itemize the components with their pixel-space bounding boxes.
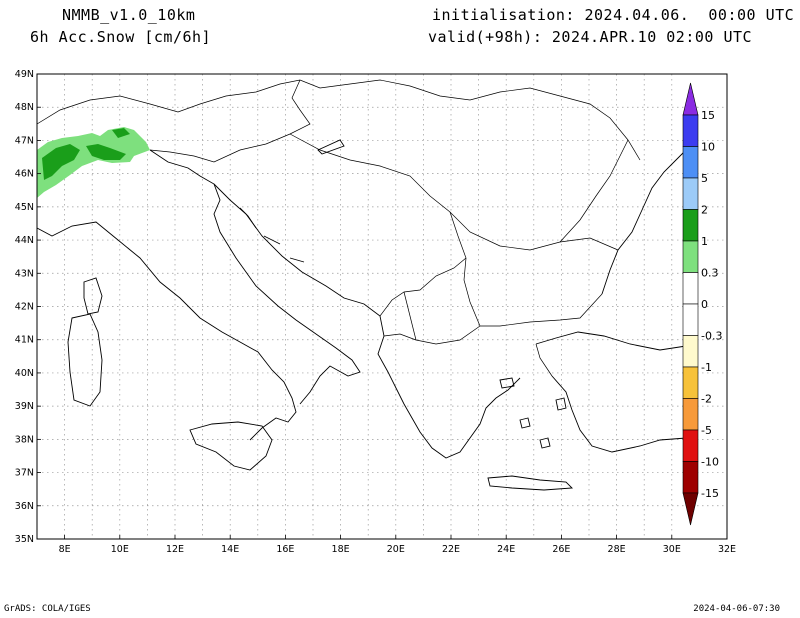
lon-tick-label: 14E (221, 544, 239, 555)
lon-tick-label: 20E (387, 544, 405, 555)
field-title: 6h Acc.Snow [cm/6h] (30, 28, 212, 46)
longitude-axis: 8E 10E 12E 14E 16E 18E 20E 22E 24E 26E 28E 30E 32E (59, 535, 736, 555)
lat-tick-label: 44N (15, 235, 34, 246)
lat-tick-label: 42N (15, 302, 34, 313)
colorbar-segment (682, 240, 699, 273)
latitude-axis: 49N 48N 47N 46N 45N 44N 43N 42N 41N 40N 39N 38N 37N 3… (15, 69, 41, 545)
coastlines-and-borders (36, 139, 691, 491)
colorbar-label: 10 (701, 141, 715, 154)
lon-tick-label: 26E (552, 544, 570, 555)
colorbar-segment (682, 429, 699, 462)
colorbar-label: 15 (701, 109, 715, 122)
lon-tick-label: 18E (332, 544, 350, 555)
colorbar-segment (682, 146, 699, 179)
colorbar-label: 5 (701, 172, 708, 185)
colorbar-segment (682, 272, 699, 305)
colorbar-label: -15 (701, 487, 719, 500)
lat-tick-label: 36N (15, 501, 34, 512)
lon-tick-label: 8E (59, 544, 71, 555)
lat-tick-label: 40N (15, 368, 34, 379)
snow-accumulation-area (37, 127, 150, 198)
map-gridlines (37, 74, 727, 539)
colorbar-segment (682, 303, 699, 336)
footer-timestamp: 2024-04-06-07:30 (693, 604, 780, 614)
colorbar-label: 2 (701, 204, 708, 217)
country-borders (36, 79, 641, 377)
lon-tick-label: 22E (442, 544, 460, 555)
colorbar-label: 1 (701, 235, 708, 248)
colorbar-label: -5 (701, 424, 712, 437)
footer-credit: GrADS: COLA/IGES (4, 604, 91, 614)
lon-tick-label: 24E (497, 544, 515, 555)
lat-tick-label: 38N (15, 434, 34, 445)
colorbar-label: 0.3 (701, 267, 719, 280)
colorbar-segment (682, 209, 699, 242)
lat-tick-label: 46N (15, 169, 34, 180)
colorbar-segment (682, 335, 699, 368)
lat-tick-label: 45N (15, 202, 34, 213)
lat-tick-label: 43N (15, 268, 34, 279)
lat-tick-label: 35N (15, 534, 34, 545)
init-time: initialisation: 2024.04.06. 00:00 UTC (432, 6, 795, 24)
lon-tick-label: 32E (718, 544, 736, 555)
colorbar-label: 0 (701, 298, 708, 311)
colorbar-segment (682, 461, 699, 494)
colorbar-segment (682, 366, 699, 399)
lat-tick-label: 41N (15, 335, 34, 346)
colorbar-segment (682, 114, 699, 147)
lat-tick-label: 49N (15, 69, 34, 80)
lon-tick-label: 10E (111, 544, 129, 555)
lat-tick-label: 48N (15, 102, 34, 113)
lon-tick-label: 30E (663, 544, 681, 555)
colorbar-top-arrow (682, 82, 699, 116)
lon-tick-label: 28E (608, 544, 626, 555)
lat-tick-label: 37N (15, 468, 34, 479)
model-title: NMMB_v1.0_10km (62, 6, 196, 24)
colorbar-segment (682, 398, 699, 431)
colorbar-label: -2 (701, 393, 712, 406)
lat-tick-label: 39N (15, 401, 34, 412)
colorbar-label: -10 (701, 456, 719, 469)
colorbar-label: -1 (701, 361, 712, 374)
colorbar-label: -0.3 (701, 330, 722, 343)
colorbar-bottom-arrow (682, 492, 699, 526)
lon-tick-label: 16E (276, 544, 294, 555)
valid-time: valid(+98h): 2024.APR.10 02:00 UTC (428, 28, 753, 46)
lon-tick-label: 12E (166, 544, 184, 555)
lat-tick-label: 47N (15, 135, 34, 146)
colorbar: 15 10 5 2 1 0.3 0 -0.3 -1 -2 -5 -10 -15 (682, 82, 722, 526)
colorbar-segment (682, 177, 699, 210)
